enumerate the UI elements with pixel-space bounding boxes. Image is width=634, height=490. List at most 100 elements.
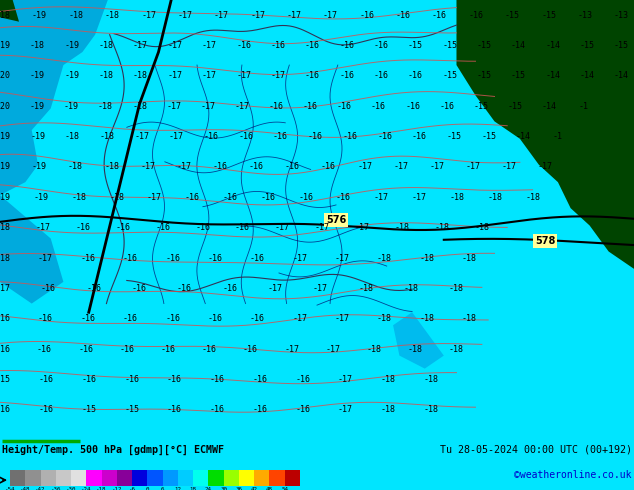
- Text: -42: -42: [36, 487, 46, 490]
- Text: -19: -19: [32, 163, 47, 172]
- Text: -18: -18: [96, 487, 107, 490]
- Text: -18: -18: [419, 253, 434, 263]
- Bar: [178, 470, 193, 486]
- Text: -17: -17: [284, 344, 299, 354]
- Text: -14: -14: [511, 41, 526, 50]
- Text: -18: -18: [449, 284, 464, 293]
- Bar: [71, 470, 86, 486]
- Text: -18: -18: [99, 72, 113, 80]
- Bar: [86, 470, 101, 486]
- Bar: [117, 470, 132, 486]
- Text: -18: -18: [424, 375, 439, 384]
- Text: -18: -18: [68, 163, 83, 172]
- Text: -17: -17: [202, 41, 217, 50]
- Text: -18: -18: [381, 405, 396, 415]
- Text: -17: -17: [275, 223, 290, 232]
- Text: -16: -16: [78, 344, 93, 354]
- Polygon shape: [0, 0, 108, 195]
- Text: -19: -19: [64, 102, 79, 111]
- Text: 576: 576: [326, 215, 346, 225]
- Text: -17: -17: [354, 223, 370, 232]
- Text: -16: -16: [223, 193, 238, 202]
- Text: -17: -17: [325, 344, 340, 354]
- Text: -16: -16: [408, 72, 423, 80]
- Text: -14: -14: [545, 72, 560, 80]
- Text: -1: -1: [553, 132, 563, 141]
- Text: -17: -17: [202, 72, 217, 80]
- Text: ©weatheronline.co.uk: ©weatheronline.co.uk: [515, 470, 632, 480]
- Text: -17: -17: [200, 102, 216, 111]
- Text: -17: -17: [357, 163, 372, 172]
- Text: -16: -16: [405, 102, 420, 111]
- Text: -16: -16: [250, 314, 265, 323]
- Text: -16: -16: [377, 132, 392, 141]
- Text: -16: -16: [75, 223, 91, 232]
- Text: -17: -17: [36, 223, 51, 232]
- Text: -18: -18: [133, 72, 148, 80]
- Text: -15: -15: [124, 405, 139, 415]
- Text: 30: 30: [220, 487, 227, 490]
- Bar: [147, 470, 163, 486]
- Text: -18: -18: [65, 132, 80, 141]
- Text: -16: -16: [295, 375, 310, 384]
- Text: -19: -19: [0, 193, 11, 202]
- Text: -16: -16: [469, 11, 483, 20]
- Text: -16: -16: [432, 11, 447, 20]
- Text: -18: -18: [488, 193, 502, 202]
- Text: -14: -14: [545, 41, 560, 50]
- Text: -30: -30: [66, 487, 76, 490]
- Text: -19: -19: [30, 72, 45, 80]
- Text: -16: -16: [81, 375, 96, 384]
- Bar: [163, 470, 178, 486]
- Text: -15: -15: [481, 132, 496, 141]
- Text: -16: -16: [212, 163, 228, 172]
- Text: -16: -16: [396, 11, 411, 20]
- Text: -17: -17: [335, 253, 349, 263]
- Text: -6: -6: [129, 487, 136, 490]
- Text: -14: -14: [579, 72, 595, 80]
- Text: -1: -1: [578, 102, 588, 111]
- Polygon shape: [0, 0, 19, 22]
- Text: -17: -17: [140, 163, 155, 172]
- Text: -14: -14: [541, 102, 557, 111]
- Text: 578: 578: [535, 236, 555, 245]
- Text: -15: -15: [541, 11, 556, 20]
- Text: -17: -17: [141, 11, 156, 20]
- Text: 48: 48: [266, 487, 273, 490]
- Text: -16: -16: [238, 132, 254, 141]
- Text: -18: -18: [462, 314, 477, 323]
- Text: -16: -16: [342, 132, 358, 141]
- Text: -17: -17: [429, 163, 444, 172]
- Text: -16: -16: [39, 375, 53, 384]
- Bar: [56, 470, 71, 486]
- Text: -13: -13: [578, 11, 592, 20]
- Text: -18: -18: [0, 11, 11, 20]
- Bar: [239, 470, 254, 486]
- Text: -16: -16: [373, 72, 389, 80]
- Text: -17: -17: [411, 193, 427, 202]
- Text: -15: -15: [614, 41, 629, 50]
- Text: -15: -15: [446, 132, 462, 141]
- Text: -17: -17: [292, 253, 307, 263]
- Text: -13: -13: [614, 11, 629, 20]
- Text: -17: -17: [176, 163, 191, 172]
- Text: -12: -12: [112, 487, 122, 490]
- Text: -20: -20: [0, 72, 11, 80]
- Text: -18: -18: [105, 11, 120, 20]
- Bar: [254, 470, 269, 486]
- Text: -16: -16: [204, 132, 219, 141]
- Polygon shape: [456, 0, 634, 269]
- Text: -15: -15: [408, 41, 423, 50]
- Text: -16: -16: [249, 163, 264, 172]
- Text: -15: -15: [579, 41, 595, 50]
- Text: -16: -16: [115, 223, 131, 232]
- Text: -18: -18: [381, 375, 396, 384]
- Text: -16: -16: [210, 375, 224, 384]
- Text: -16: -16: [252, 375, 268, 384]
- Text: -16: -16: [124, 375, 139, 384]
- Bar: [285, 470, 300, 486]
- Text: -16: -16: [339, 41, 354, 50]
- Text: -15: -15: [505, 11, 520, 20]
- Text: -18: -18: [132, 102, 147, 111]
- Text: -16: -16: [0, 405, 11, 415]
